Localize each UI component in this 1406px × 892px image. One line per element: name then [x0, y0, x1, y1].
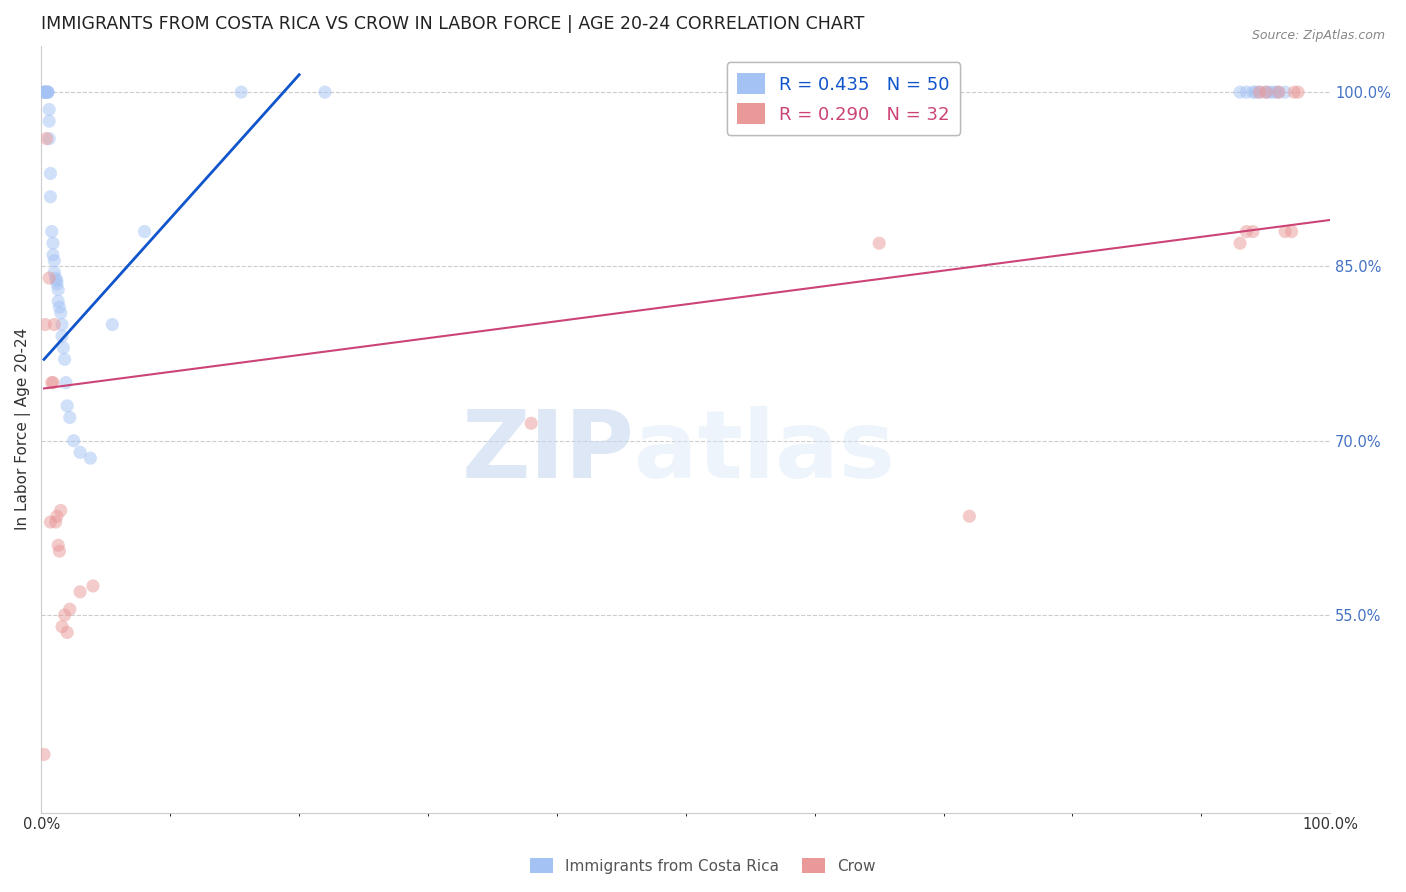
Point [46, 538, 69, 552]
Point [38, 271, 60, 285]
Point [42, 248, 65, 262]
Point [32, 85, 55, 99]
Point [1274, 225, 1296, 239]
Point [48, 544, 70, 558]
Point [38, 103, 60, 117]
Point [1229, 236, 1251, 251]
Point [37, 85, 59, 99]
Point [314, 85, 336, 99]
Point [37, 85, 59, 99]
Point [45, 273, 67, 287]
Point [957, 509, 980, 524]
Point [51, 329, 73, 343]
Point [38, 114, 60, 128]
Point [1236, 225, 1258, 239]
Point [45, 509, 67, 524]
Point [49, 503, 72, 517]
Point [52, 341, 75, 355]
Point [51, 318, 73, 332]
Point [37, 85, 59, 99]
Point [1286, 85, 1309, 99]
Point [1241, 85, 1264, 99]
Point [134, 225, 156, 239]
Point [231, 85, 253, 99]
Point [101, 318, 124, 332]
Point [1236, 85, 1258, 99]
Point [39, 166, 62, 180]
Point [1281, 225, 1303, 239]
Point [41, 376, 63, 390]
Point [39, 515, 62, 529]
Point [56, 399, 79, 413]
Point [42, 236, 65, 251]
Point [1265, 85, 1288, 99]
Point [48, 300, 70, 314]
Point [32, 747, 55, 762]
Text: atlas: atlas [634, 406, 896, 498]
Point [53, 352, 76, 367]
Point [1229, 85, 1251, 99]
Point [45, 271, 67, 285]
Point [35, 131, 58, 145]
Point [79, 451, 101, 466]
Text: ZIP: ZIP [461, 406, 634, 498]
Point [69, 445, 91, 459]
Point [34, 85, 56, 99]
Legend: R = 0.435   N = 50, R = 0.290   N = 32: R = 0.435 N = 50, R = 0.290 N = 32 [727, 62, 960, 135]
Point [1257, 85, 1279, 99]
Point [45, 277, 67, 291]
Point [1274, 85, 1296, 99]
Point [1267, 85, 1289, 99]
Point [38, 131, 60, 145]
Point [44, 253, 66, 268]
Point [39, 190, 62, 204]
Y-axis label: In Labor Force | Age 20-24: In Labor Force | Age 20-24 [15, 328, 31, 530]
Text: Source: ZipAtlas.com: Source: ZipAtlas.com [1251, 29, 1385, 42]
Point [1249, 85, 1271, 99]
Point [520, 417, 543, 431]
Point [82, 579, 104, 593]
Point [868, 236, 890, 251]
Text: IMMIGRANTS FROM COSTA RICA VS CROW IN LABOR FORCE | AGE 20-24 CORRELATION CHART: IMMIGRANTS FROM COSTA RICA VS CROW IN LA… [41, 15, 865, 33]
Point [41, 225, 63, 239]
Point [46, 294, 69, 309]
Point [69, 584, 91, 599]
Point [34, 318, 56, 332]
Point [1254, 85, 1277, 99]
Point [1254, 85, 1277, 99]
Point [62, 434, 84, 448]
Point [49, 306, 72, 320]
Point [1249, 85, 1271, 99]
Legend: Immigrants from Costa Rica, Crow: Immigrants from Costa Rica, Crow [524, 852, 882, 880]
Point [34, 85, 56, 99]
Point [1261, 85, 1284, 99]
Point [45, 515, 67, 529]
Point [46, 283, 69, 297]
Point [56, 625, 79, 640]
Point [32, 85, 55, 99]
Point [1282, 85, 1305, 99]
Point [53, 607, 76, 622]
Point [59, 602, 82, 616]
Point [55, 376, 77, 390]
Point [35, 85, 58, 99]
Point [1267, 85, 1289, 99]
Point [1241, 225, 1264, 239]
Point [1244, 85, 1267, 99]
Point [42, 376, 65, 390]
Point [51, 620, 73, 634]
Point [44, 318, 66, 332]
Point [59, 410, 82, 425]
Point [44, 265, 66, 279]
